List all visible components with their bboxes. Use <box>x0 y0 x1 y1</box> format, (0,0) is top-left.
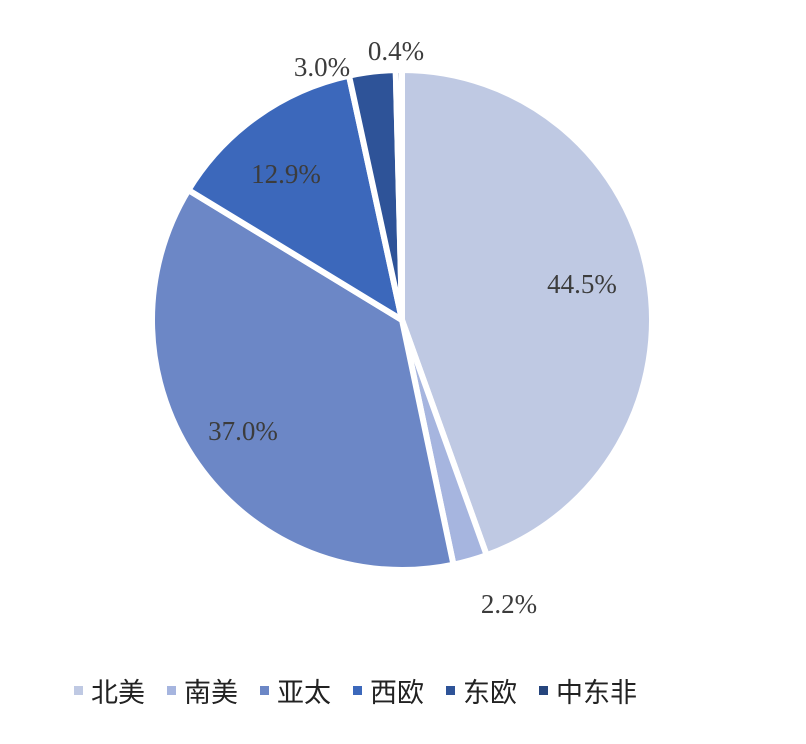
pie-slices <box>149 67 655 573</box>
pie-slice-middle-east-africa <box>392 67 405 323</box>
pie-slice-western-europe <box>185 72 405 323</box>
legend-item-eastern-europe: 东欧 <box>446 671 517 710</box>
legend-swatch-south-america <box>167 685 176 695</box>
legend-swatch-asia-pacific <box>260 685 269 695</box>
pie-labels: 44.5% 2.2% 37.0% 12.9% 3.0% 0.4% <box>208 36 617 619</box>
legend-swatch-western-europe <box>353 685 362 695</box>
data-label-asia-pacific: 37.0% <box>208 416 278 446</box>
pie-slice-asia-pacific <box>149 187 457 573</box>
legend-swatch-eastern-europe <box>446 685 455 695</box>
legend-label-middle-east-africa: 中东非 <box>556 677 637 709</box>
legend: 北美 南美 亚太 西欧 东欧 中东非 <box>74 668 774 712</box>
data-label-western-europe: 12.9% <box>251 159 321 189</box>
legend-label-south-america: 南美 <box>184 677 238 709</box>
data-label-north-america: 44.5% <box>547 269 617 299</box>
data-label-south-america: 2.2% <box>481 589 537 619</box>
legend-label-eastern-europe: 东欧 <box>463 677 517 709</box>
legend-item-north-america: 北美 <box>74 671 145 710</box>
legend-label-asia-pacific: 亚太 <box>277 677 331 709</box>
legend-swatch-middle-east-africa <box>539 685 548 695</box>
pie-slice-north-america <box>399 67 655 559</box>
data-label-middle-east-africa: 0.4% <box>368 36 424 66</box>
legend-item-western-europe: 西欧 <box>353 671 424 710</box>
legend-label-western-europe: 西欧 <box>370 677 424 709</box>
legend-label-north-america: 北美 <box>91 677 145 709</box>
legend-item-middle-east-africa: 中东非 <box>539 671 637 710</box>
legend-item-asia-pacific: 亚太 <box>260 671 331 710</box>
legend-swatch-north-america <box>74 685 83 695</box>
pie-chart: 44.5% 2.2% 37.0% 12.9% 3.0% 0.4% <box>149 36 655 620</box>
legend-item-south-america: 南美 <box>167 671 238 710</box>
data-label-eastern-europe: 3.0% <box>294 52 350 82</box>
